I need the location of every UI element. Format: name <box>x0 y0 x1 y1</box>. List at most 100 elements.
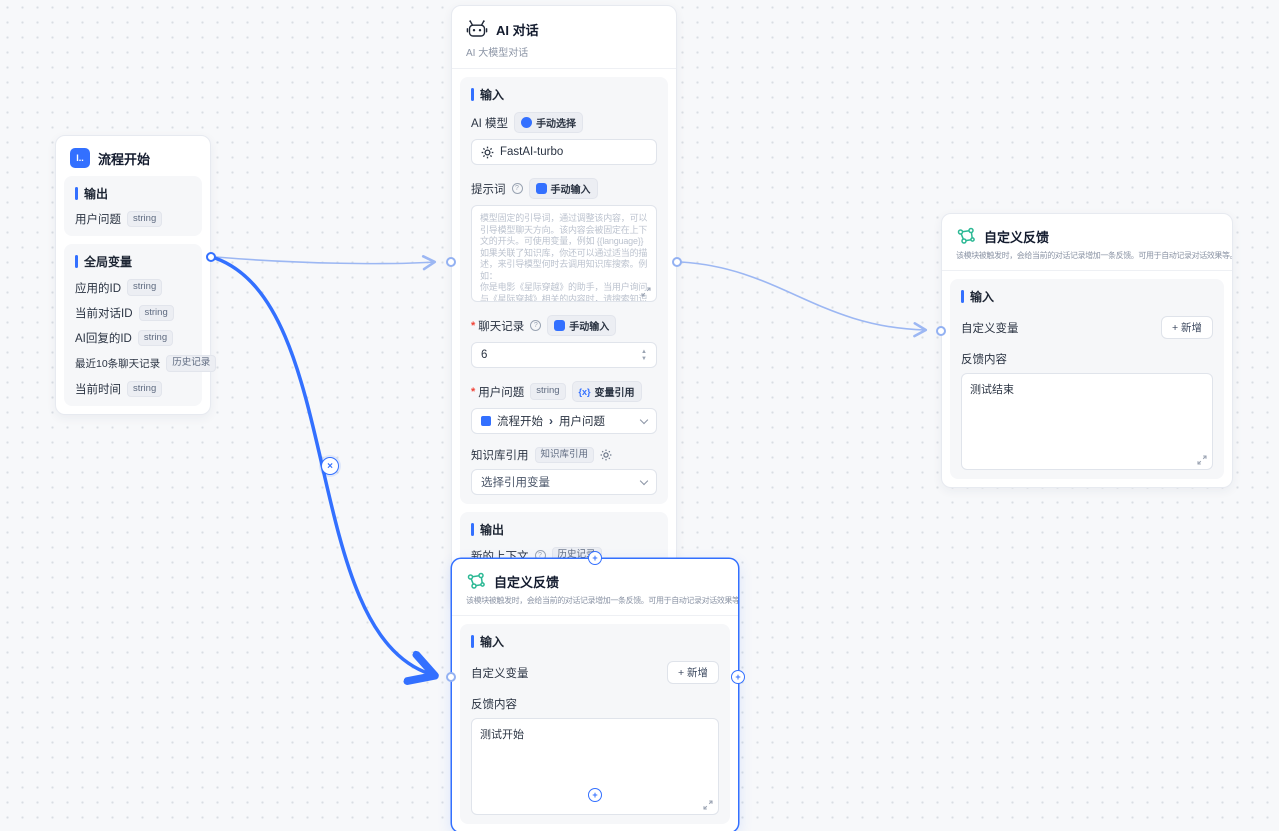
section-title: 输入 <box>961 288 1213 305</box>
global-row: 当前时间 string <box>75 380 191 398</box>
output-row: 用户问题 string <box>75 211 191 228</box>
question-field: 用户问题 <box>559 416 605 428</box>
section-title: 输出 <box>75 185 191 202</box>
kb-ref-select[interactable]: 选择引用变量 <box>471 469 657 496</box>
history-row: * 聊天记录 ? 手动输入 <box>471 315 657 336</box>
handle-flow-start-right[interactable] <box>206 252 216 262</box>
type-badge: string <box>127 211 163 228</box>
section-title-label: 输出 <box>480 523 505 538</box>
required-marker: * <box>471 385 476 398</box>
history-count-value: 6 <box>481 349 488 361</box>
handle-feedback-bottom-top[interactable]: + <box>588 551 602 565</box>
node-ai-chat-title: AI 对话 <box>496 22 539 38</box>
edge-flowstart-to-aichat[interactable] <box>215 255 437 271</box>
question-row: * 用户问题 string {x} 变量引用 <box>471 381 657 402</box>
section-accent-bar <box>75 255 78 269</box>
prompt-textarea[interactable]: 模型固定的引导词，通过调整该内容，可以引导模型聊天方向。该内容会被固定在上下文的… <box>471 205 657 302</box>
feedback-content-textarea[interactable]: 测试结束 <box>961 373 1213 470</box>
global-row: AI回复的ID string <box>75 330 191 347</box>
manual-select-icon <box>521 117 533 128</box>
custom-variable-label: 自定义变量 <box>961 322 1019 335</box>
stepper-buttons[interactable]: ▲ ▼ <box>635 343 647 367</box>
section-accent-bar <box>961 290 964 303</box>
question-source-select[interactable]: 流程开始 › 用户问题 <box>471 408 657 434</box>
info-icon: ? <box>530 320 542 331</box>
node-feedback-bottom[interactable]: 自定义反馈 该模块被触发时，会给当前的对话记录增加一条反馈。可用于自动记录对话效… <box>451 558 739 831</box>
flow-start-globals-section: 全局变量 应用的ID string 当前对话ID string AI回复的ID … <box>64 244 217 407</box>
type-badge: string <box>127 279 163 296</box>
edge-delete-button[interactable]: × <box>321 457 339 475</box>
node-feedback-bottom-headgroup: 自定义反馈 该模块被触发时，会给当前的对话记录增加一条反馈。可用于自动记录对话效… <box>452 559 738 616</box>
section-title-label: 输入 <box>970 290 995 304</box>
section-title-label: 全局变量 <box>84 255 133 270</box>
stepper-down-icon[interactable]: ▼ <box>641 355 647 362</box>
feedback-right-input-section: 输入 自定义变量 + 新增 反馈内容 测试结束 <box>950 279 1224 479</box>
feedback-content-value: 测试结束 <box>970 384 1014 396</box>
kb-ref-placeholder: 选择引用变量 <box>481 477 550 490</box>
manual-input-label: 手动输入 <box>569 322 610 333</box>
section-title-label: 输入 <box>480 88 505 102</box>
info-icon: ? <box>511 183 523 194</box>
global-row: 当前对话ID string <box>75 304 191 322</box>
feedback-content-label: 反馈内容 <box>961 354 1007 366</box>
expand-icon[interactable] <box>641 287 651 297</box>
global-row: 应用的ID string <box>75 279 191 296</box>
flow-start-output-section: 输出 用户问题 string <box>64 176 202 237</box>
resize-icon[interactable] <box>703 800 713 810</box>
type-badge: string <box>530 383 566 400</box>
close-icon: × <box>327 460 333 472</box>
feedback-nodes-icon <box>957 227 975 244</box>
plus-icon: + <box>592 552 598 563</box>
global-label: 最近10条聊天记录 <box>75 358 161 371</box>
handle-ai-chat-right[interactable] <box>672 257 682 267</box>
ai-model-row: AI 模型 手动选择 <box>471 112 657 133</box>
handle-feedback-bottom-left[interactable] <box>446 672 456 682</box>
variable-ref-badge[interactable]: {x} 变量引用 <box>571 381 642 402</box>
ai-model-select[interactable]: FastAI-turbo <box>471 139 657 165</box>
feedback-content-row: 反馈内容 <box>961 351 1213 367</box>
section-title-label: 输入 <box>480 635 505 649</box>
prompt-placeholder: 模型固定的引导词，通过调整该内容，可以引导模型聊天方向。该内容会被固定在上下文的… <box>480 213 648 302</box>
handle-feedback-bottom-bottom[interactable]: + <box>588 788 602 802</box>
node-feedback-right[interactable]: 自定义反馈 该模块被触发时，会给当前的对话记录增加一条反馈。可用于自动记录对话效… <box>941 213 1233 488</box>
manual-input-icon <box>535 183 547 194</box>
plus-icon: + <box>735 671 741 682</box>
manual-select-badge[interactable]: 手动选择 <box>514 112 584 133</box>
variable-ref-label: 变量引用 <box>594 388 635 399</box>
handle-feedback-right-left[interactable] <box>936 326 946 336</box>
node-feedback-right-title: 自定义反馈 <box>984 229 1050 245</box>
robot-icon <box>466 20 488 37</box>
type-badge: string <box>137 330 174 347</box>
add-variable-button[interactable]: + 新增 <box>666 661 719 684</box>
variable-ref-icon: {x} <box>578 386 591 397</box>
feedback-content-row: 反馈内容 <box>471 696 719 712</box>
section-accent-bar <box>75 187 78 200</box>
type-badge: 历史记录 <box>166 355 217 372</box>
handle-feedback-bottom-right[interactable]: + <box>731 670 745 684</box>
manual-input-label: 手动输入 <box>550 185 591 196</box>
manual-input-badge[interactable]: 手动输入 <box>528 178 598 199</box>
flow-start-mini-icon <box>481 416 491 426</box>
edge-aichat-to-feedback-right[interactable] <box>680 261 928 338</box>
model-logo-icon <box>481 146 494 158</box>
flow-start-icon: I.. <box>70 148 90 168</box>
node-ai-chat-subtitle: AI 大模型对话 <box>466 48 529 59</box>
section-title: 输入 <box>471 86 657 103</box>
prompt-row: 提示词 ? 手动输入 <box>471 178 657 199</box>
node-flow-start[interactable]: I.. 流程开始 输出 用户问题 string 全局变量 应用的ID strin… <box>55 135 217 416</box>
type-badge: string <box>138 304 174 322</box>
node-flow-start-header: I.. 流程开始 <box>56 136 210 168</box>
manual-input-badge[interactable]: 手动输入 <box>547 315 617 336</box>
resize-icon[interactable] <box>1197 455 1207 465</box>
history-count-stepper[interactable]: 6 ▲ ▼ <box>471 342 657 368</box>
handle-ai-chat-left[interactable] <box>446 257 456 267</box>
section-accent-bar <box>471 635 474 648</box>
node-ai-chat[interactable]: AI 对话 AI 大模型对话 输入 AI 模型 手动选择 <box>451 5 677 608</box>
add-variable-button[interactable]: + 新增 <box>1160 316 1213 339</box>
custom-variable-label: 自定义变量 <box>471 667 529 680</box>
gear-icon[interactable] <box>600 449 612 461</box>
question-source: 流程开始 <box>497 416 543 428</box>
stepper-up-icon[interactable]: ▲ <box>641 348 647 355</box>
feedback-content-value: 测试开始 <box>480 729 524 741</box>
